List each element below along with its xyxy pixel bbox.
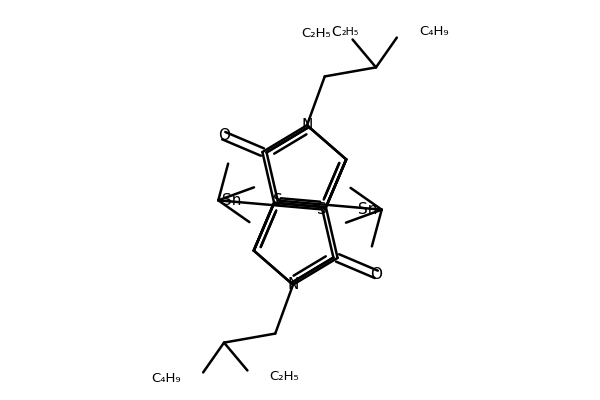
Text: N: N [301, 118, 313, 133]
Text: C₂H₅: C₂H₅ [269, 370, 299, 383]
Text: ₂H₅: ₂H₅ [341, 26, 359, 36]
Text: N: N [287, 277, 299, 292]
Text: Sn: Sn [222, 193, 242, 208]
Text: S: S [317, 202, 327, 217]
Text: O: O [370, 267, 382, 282]
Text: C₄H₉: C₄H₉ [152, 372, 181, 385]
Text: C: C [332, 24, 341, 38]
Text: S: S [273, 193, 283, 208]
Text: O: O [218, 128, 230, 143]
Text: Sn: Sn [358, 202, 378, 217]
Text: C₄H₉: C₄H₉ [419, 25, 448, 38]
Text: C₂H₅: C₂H₅ [301, 27, 331, 40]
